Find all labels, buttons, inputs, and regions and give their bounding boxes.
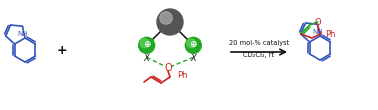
Text: X: X: [144, 54, 150, 63]
Circle shape: [157, 9, 183, 35]
Circle shape: [140, 39, 149, 48]
Text: +: +: [57, 43, 67, 57]
Circle shape: [139, 37, 155, 53]
Text: CD₂Cl₂, rt: CD₂Cl₂, rt: [243, 52, 274, 58]
Text: NH: NH: [17, 31, 28, 37]
Text: Ph: Ph: [325, 30, 335, 39]
Text: ⊕: ⊕: [190, 40, 197, 49]
Text: NH: NH: [312, 29, 323, 35]
Text: Ph: Ph: [177, 71, 187, 80]
Text: ⊕: ⊕: [143, 40, 150, 49]
Circle shape: [160, 12, 172, 24]
Circle shape: [187, 39, 196, 48]
Text: X: X: [191, 54, 196, 63]
Text: O: O: [314, 18, 321, 28]
Circle shape: [185, 37, 201, 53]
Text: O: O: [164, 63, 172, 73]
Text: 20 mol-% catalyst: 20 mol-% catalyst: [229, 40, 289, 46]
